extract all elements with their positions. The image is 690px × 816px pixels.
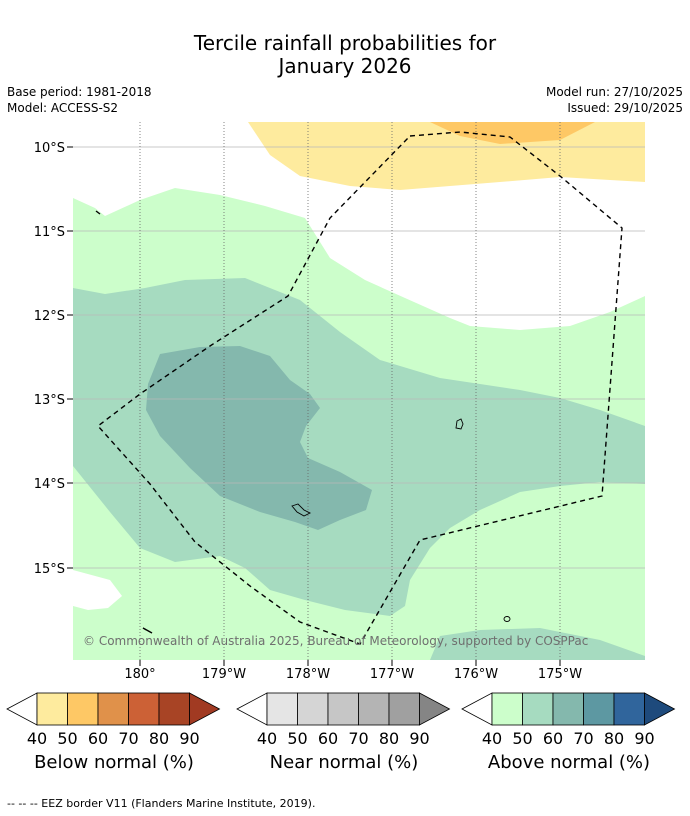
lon-label-177w: 177°W: [370, 667, 414, 682]
lon-label-175w: 175°W: [538, 667, 582, 682]
colorbar-2-segment-2: [552, 692, 584, 726]
colorbar-0-segment-0: [36, 692, 68, 726]
colorbar-0-segment-2: [97, 692, 129, 726]
map-gridlines: [73, 122, 645, 660]
colorbar-1-tick-90: 90: [409, 729, 429, 748]
title-line-2: January 2026: [278, 54, 412, 78]
colorbar-label-above-normal: Above normal (%): [487, 752, 651, 773]
above-normal-50-band-south: [430, 628, 645, 660]
title-line-1: Tercile rainfall probabilities for: [193, 31, 497, 55]
lon-label-179w: 179°W: [202, 667, 246, 682]
lat-label-15s: 15°S: [34, 562, 65, 577]
colorbar-2-tick-50: 50: [512, 729, 532, 748]
base-period: Base period: 1981-2018: [7, 85, 152, 99]
colorbar-2-tick-70: 70: [573, 729, 593, 748]
colorbar-1-tick-70: 70: [348, 729, 368, 748]
above-normal-60-band: [146, 346, 372, 530]
colorbar-0-tick-70: 70: [118, 729, 138, 748]
colorbar-below-normal: 40 50 60 70 80 90: [6, 692, 221, 748]
island-east: [455, 418, 464, 430]
lat-label-14s: 14°S: [34, 477, 65, 492]
colorbar-1-under-triangle: [236, 692, 268, 726]
below-normal-50-band: [430, 122, 595, 144]
model-run: Model run: 27/10/2025: [545, 85, 683, 99]
colorbar-2-tick-80: 80: [604, 729, 624, 748]
colorbar-0-tick-90: 90: [179, 729, 199, 748]
lat-label-11s: 11°S: [34, 225, 65, 240]
colorbar-2-segment-0: [491, 692, 523, 726]
colorbar-1-tick-60: 60: [318, 729, 338, 748]
colorbar-0-under-triangle: [6, 692, 38, 726]
axis-ticks: [67, 146, 561, 666]
colorbar-1-segment-2: [327, 692, 359, 726]
colorbar-1-segment-3: [358, 692, 390, 726]
island-central: [291, 503, 312, 517]
lon-label-180: 180°: [124, 667, 155, 682]
colorbar-1-segment-0: [266, 692, 298, 726]
lat-label-13s: 13°S: [34, 393, 65, 408]
eez-legend-note: -- -- -- EEZ border V11 (Flanders Marine…: [7, 797, 316, 810]
colorbar-0-segment-4: [158, 692, 190, 726]
colorbar-0-tick-50: 50: [57, 729, 77, 748]
colorbar-above-normal: 40 50 60 70 80 90: [461, 692, 676, 748]
issued-date: Issued: 29/10/2025: [567, 101, 683, 115]
colorbar-1-segment-1: [297, 692, 329, 726]
colorbar-1-tick-50: 50: [287, 729, 307, 748]
model-name: Model: ACCESS-S2: [7, 101, 119, 115]
colorbar-near-normal: 40 50 60 70 80 90: [236, 692, 451, 748]
lon-label-178w: 178°W: [286, 667, 330, 682]
colorbar-label-near-normal: Near normal (%): [269, 752, 419, 773]
colorbar-2-tick-90: 90: [634, 729, 654, 748]
colorbar-2-tick-40: 40: [482, 729, 502, 748]
lat-label-10s: 10°S: [34, 141, 65, 156]
colorbar-0-over-triangle: [189, 692, 221, 726]
colorbar-1-segment-4: [388, 692, 420, 726]
colorbar-2-segment-3: [583, 692, 615, 726]
colorbar-0-tick-60: 60: [88, 729, 108, 748]
copyright-notice: © Commonwealth of Australia 2025, Bureau…: [83, 634, 588, 648]
colorbar-0-segment-3: [128, 692, 160, 726]
colorbar-2-segment-1: [522, 692, 554, 726]
colorbar-2-under-triangle: [461, 692, 493, 726]
colorbar-1-over-triangle: [419, 692, 451, 726]
colorbar-2-segment-4: [613, 692, 645, 726]
lon-label-176w: 176°W: [454, 667, 498, 682]
colorbar-0-tick-40: 40: [27, 729, 47, 748]
colorbar-0-segment-1: [67, 692, 99, 726]
colorbar-0-tick-80: 80: [149, 729, 169, 748]
eez-border-fragment: [95, 210, 101, 215]
island-south: [503, 616, 511, 622]
colorbar-1-tick-80: 80: [379, 729, 399, 748]
lat-label-12s: 12°S: [34, 309, 65, 324]
eez-border: [96, 131, 623, 645]
colorbar-label-below-normal: Below normal (%): [34, 752, 194, 773]
colorbar-1-tick-40: 40: [257, 729, 277, 748]
colorbar-2-tick-60: 60: [543, 729, 563, 748]
island-south-west: [142, 627, 147, 631]
colorbar-2-over-triangle: [644, 692, 676, 726]
